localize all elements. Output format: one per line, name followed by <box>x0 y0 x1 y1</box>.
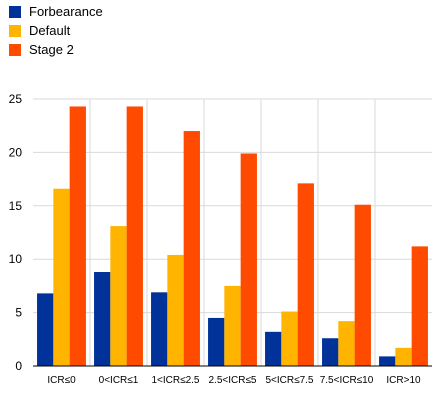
bar-forbearance-0 <box>37 293 54 366</box>
legend-swatch-default <box>9 24 21 37</box>
x-tick-label-4: 5<ICR≤7.5 <box>265 375 313 386</box>
bar-stage-2-6 <box>411 246 428 366</box>
legend-item-default: Default <box>9 21 103 40</box>
legend-label-forbearance: Forbearance <box>29 4 103 19</box>
bar-forbearance-6 <box>379 356 396 366</box>
x-tick-label-5: 7.5<ICR≤10 <box>320 375 374 386</box>
bar-default-6 <box>395 347 412 366</box>
legend-label-default: Default <box>29 23 71 38</box>
bar-forbearance-3 <box>208 317 225 366</box>
chart-legend: Forbearance Default Stage 2 <box>9 2 103 59</box>
bar-stage-2-5 <box>354 204 371 366</box>
y-tick-label-10: 10 <box>9 252 23 266</box>
x-tick-label-1: 0<ICR≤1 <box>99 375 139 386</box>
legend-label-stage-2: Stage 2 <box>29 42 74 57</box>
bar-stage-2-3 <box>240 153 257 366</box>
bar-default-5 <box>338 321 355 366</box>
x-tick-label-3: 2.5<ICR≤5 <box>208 375 256 386</box>
bar-stage-2-1 <box>126 106 143 366</box>
bar-stage-2-0 <box>69 106 86 366</box>
bar-default-0 <box>53 188 70 366</box>
bar-stage-2-4 <box>297 183 314 366</box>
x-tick-label-2: 1<ICR≤2.5 <box>151 375 199 386</box>
y-tick-label-25: 25 <box>9 92 23 106</box>
y-tick-label-0: 0 <box>15 359 22 373</box>
bar-forbearance-5 <box>322 338 339 366</box>
x-tick-label-0: ICR≤0 <box>47 375 76 386</box>
bar-forbearance-2 <box>151 292 168 366</box>
bar-default-1 <box>110 226 127 366</box>
legend-item-stage-2: Stage 2 <box>9 40 103 59</box>
x-tick-label-6: ICR>10 <box>386 375 421 386</box>
bar-forbearance-1 <box>94 272 111 366</box>
legend-swatch-stage-2 <box>9 43 21 56</box>
y-tick-label-20: 20 <box>9 145 23 159</box>
bar-default-4 <box>281 311 298 366</box>
y-tick-label-15: 15 <box>9 199 23 213</box>
y-tick-label-5: 5 <box>15 306 22 320</box>
bar-forbearance-4 <box>265 331 282 366</box>
bar-stage-2-2 <box>183 131 200 366</box>
bar-default-2 <box>167 254 184 366</box>
bar-default-3 <box>224 285 241 366</box>
legend-item-forbearance: Forbearance <box>9 2 103 21</box>
legend-swatch-forbearance <box>9 5 21 18</box>
